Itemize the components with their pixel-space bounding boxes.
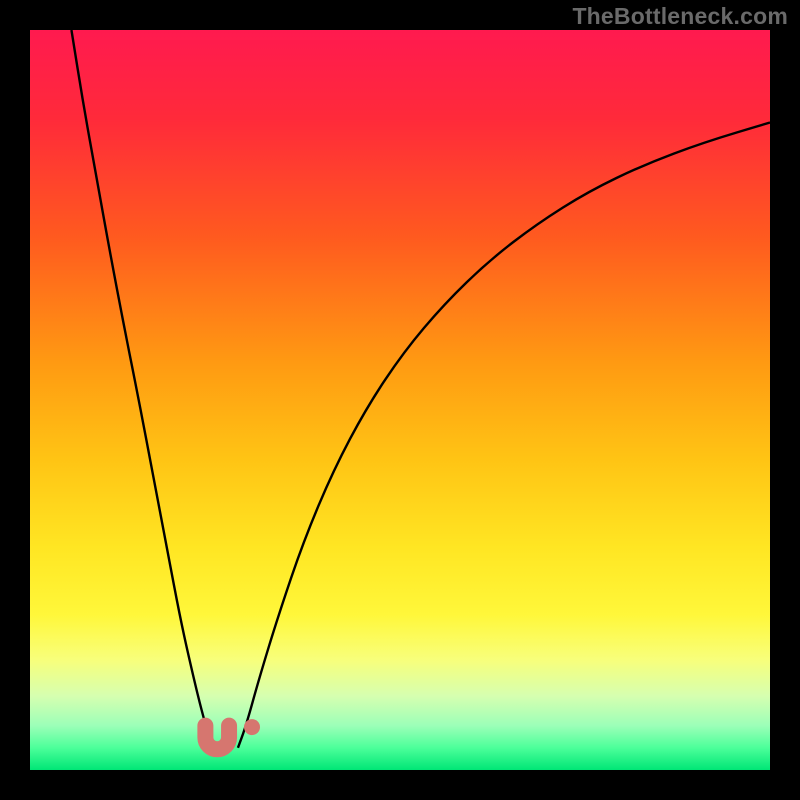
valley-u-marker bbox=[205, 726, 229, 750]
plot-area bbox=[30, 30, 770, 770]
curve-left bbox=[71, 30, 217, 748]
valley-dot-marker bbox=[244, 719, 260, 735]
watermark-text: TheBottleneck.com bbox=[572, 3, 788, 30]
curve-right bbox=[238, 123, 770, 748]
chart-svg bbox=[30, 30, 770, 770]
